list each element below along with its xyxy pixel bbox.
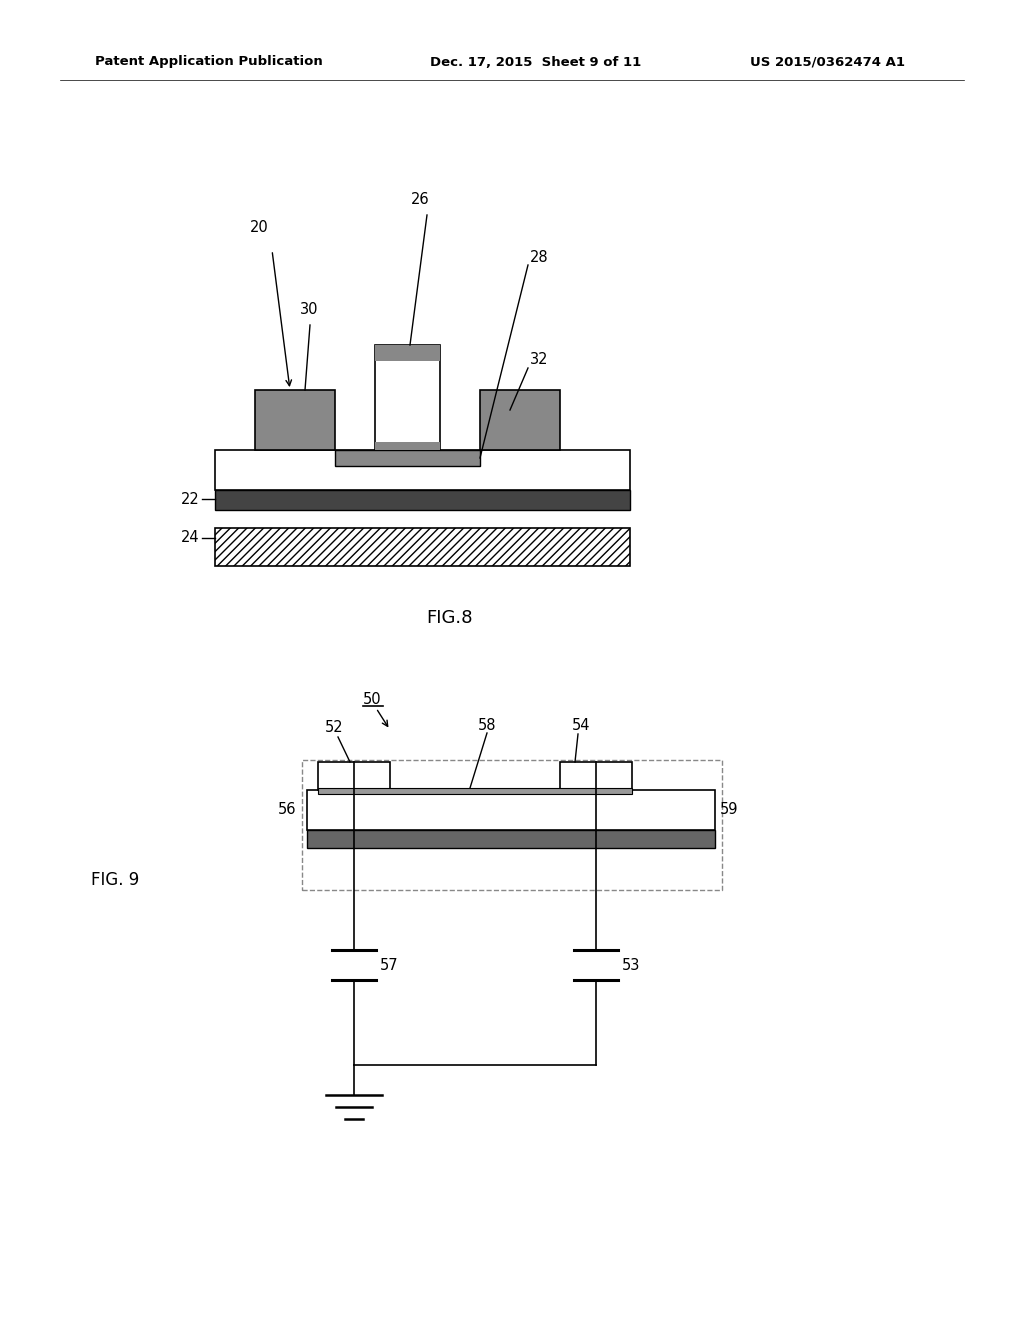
Bar bbox=[375, 345, 440, 450]
Bar bbox=[335, 450, 480, 466]
Text: 53: 53 bbox=[622, 957, 640, 973]
Text: 24: 24 bbox=[181, 531, 200, 545]
Text: 22: 22 bbox=[181, 491, 200, 507]
Text: FIG.8: FIG.8 bbox=[427, 609, 473, 627]
Text: Dec. 17, 2015  Sheet 9 of 11: Dec. 17, 2015 Sheet 9 of 11 bbox=[430, 55, 641, 69]
Text: US 2015/0362474 A1: US 2015/0362474 A1 bbox=[750, 55, 905, 69]
Text: Patent Application Publication: Patent Application Publication bbox=[95, 55, 323, 69]
Bar bbox=[307, 830, 715, 847]
Text: FIG. 9: FIG. 9 bbox=[91, 871, 139, 888]
Bar bbox=[255, 389, 335, 450]
Bar bbox=[215, 490, 630, 510]
Bar bbox=[302, 760, 722, 890]
Text: 50: 50 bbox=[362, 693, 382, 708]
Bar bbox=[307, 789, 715, 830]
Bar bbox=[318, 788, 632, 795]
Bar bbox=[480, 389, 560, 450]
Bar bbox=[375, 345, 440, 360]
Text: 56: 56 bbox=[278, 803, 296, 817]
Bar bbox=[560, 762, 632, 789]
Bar bbox=[215, 450, 630, 490]
Text: 28: 28 bbox=[530, 251, 549, 265]
Text: 59: 59 bbox=[720, 803, 738, 817]
Text: 32: 32 bbox=[530, 352, 549, 367]
Text: 57: 57 bbox=[380, 957, 398, 973]
Text: 52: 52 bbox=[325, 721, 344, 735]
Text: 20: 20 bbox=[250, 220, 268, 235]
Text: 58: 58 bbox=[478, 718, 497, 733]
Text: 26: 26 bbox=[411, 193, 429, 207]
Text: 54: 54 bbox=[572, 718, 591, 734]
Bar bbox=[375, 442, 440, 450]
Bar bbox=[215, 528, 630, 566]
Bar bbox=[215, 528, 630, 566]
Text: 30: 30 bbox=[300, 302, 318, 318]
Bar bbox=[318, 762, 390, 789]
